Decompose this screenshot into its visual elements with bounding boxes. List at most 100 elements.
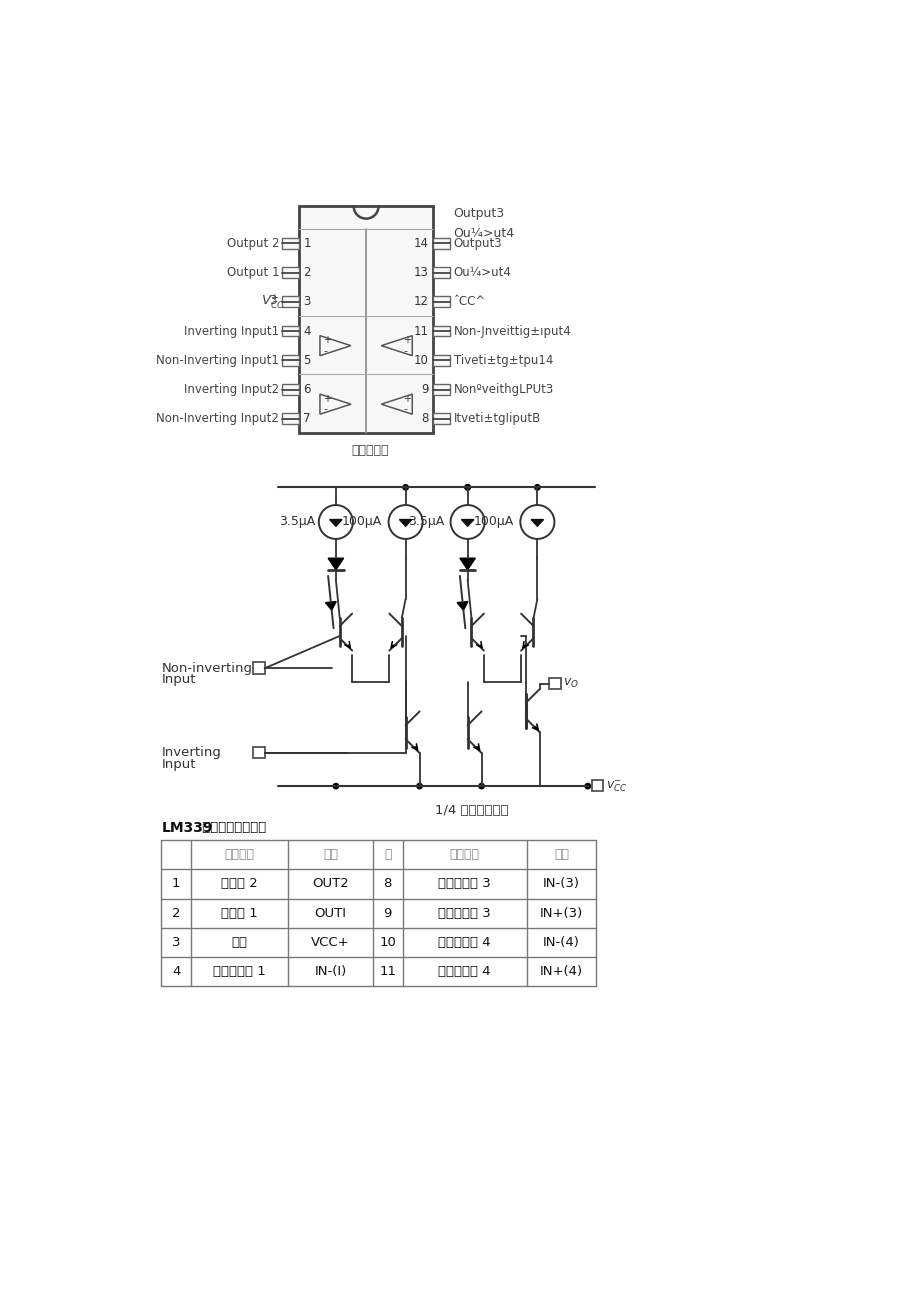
Bar <box>432 326 449 336</box>
Polygon shape <box>329 519 342 526</box>
Text: 8: 8 <box>421 413 428 426</box>
Text: 1: 1 <box>172 878 180 891</box>
Text: Output 2: Output 2 <box>227 237 279 250</box>
Text: 11: 11 <box>414 324 428 337</box>
Text: 符号: 符号 <box>323 848 337 861</box>
Text: Output 1: Output 1 <box>227 266 279 279</box>
Bar <box>432 238 449 249</box>
Text: 3: 3 <box>303 296 311 309</box>
Circle shape <box>479 784 483 789</box>
Text: Non-Jnveittig±ıput4: Non-Jnveittig±ıput4 <box>453 324 571 337</box>
Text: 3: 3 <box>172 936 180 949</box>
Text: 电源: 电源 <box>232 936 247 949</box>
Circle shape <box>333 784 338 789</box>
Text: 12: 12 <box>414 296 428 309</box>
Bar <box>282 267 299 277</box>
Text: ˆCC^: ˆCC^ <box>453 296 485 309</box>
Polygon shape <box>460 559 475 570</box>
Bar <box>282 414 299 424</box>
Bar <box>282 355 299 366</box>
Polygon shape <box>328 559 344 570</box>
Circle shape <box>416 784 422 789</box>
Text: Ou¼>ut4: Ou¼>ut4 <box>453 266 511 279</box>
Text: 13: 13 <box>414 266 428 279</box>
Text: OUT2: OUT2 <box>312 878 348 891</box>
Text: 引脚功能: 引脚功能 <box>449 848 479 861</box>
Bar <box>432 384 449 395</box>
Polygon shape <box>457 602 468 611</box>
Text: Non-Inverting Input2: Non-Inverting Input2 <box>156 413 279 426</box>
Text: NonºveithgLPUt3: NonºveithgLPUt3 <box>453 383 553 396</box>
Bar <box>432 297 449 307</box>
Text: 引: 引 <box>383 848 391 861</box>
Text: 3.5μA: 3.5μA <box>278 516 314 529</box>
Text: 正向输入端 3: 正向输入端 3 <box>437 906 491 919</box>
Text: VCC+: VCC+ <box>311 936 349 949</box>
Text: LM339: LM339 <box>162 820 213 835</box>
Text: -: - <box>403 405 406 414</box>
Text: 2: 2 <box>303 266 311 279</box>
Text: 4: 4 <box>303 324 311 337</box>
Text: 正向输入端 4: 正向输入端 4 <box>437 965 491 978</box>
Circle shape <box>403 484 408 490</box>
Polygon shape <box>325 602 335 611</box>
Text: Inverting Input1: Inverting Input1 <box>184 324 279 337</box>
Bar <box>282 384 299 395</box>
Text: IN-(4): IN-(4) <box>542 936 579 949</box>
Bar <box>432 414 449 424</box>
Text: Inverting: Inverting <box>162 746 221 759</box>
Text: 反向输入端 4: 反向输入端 4 <box>437 936 491 949</box>
Text: 反向输入端 1: 反向输入端 1 <box>213 965 266 978</box>
Bar <box>253 747 265 758</box>
Text: $v_{CC}^{-}$: $v_{CC}^{-}$ <box>605 779 627 794</box>
Text: Inverting Input2: Inverting Input2 <box>184 383 279 396</box>
Text: 9: 9 <box>421 383 428 396</box>
Text: Non-inverting: Non-inverting <box>162 661 252 674</box>
Text: +: + <box>323 393 331 404</box>
Circle shape <box>584 784 590 789</box>
Text: 2: 2 <box>172 906 180 919</box>
Text: 10: 10 <box>414 354 428 367</box>
Text: IN+(4): IN+(4) <box>539 965 583 978</box>
Text: 5: 5 <box>303 354 311 367</box>
Text: 内部结构图: 内部结构图 <box>351 444 389 457</box>
Text: IN-(3): IN-(3) <box>542 878 579 891</box>
Bar <box>299 206 432 434</box>
Bar <box>591 780 603 792</box>
Text: Non-Inverting Input1: Non-Inverting Input1 <box>156 354 279 367</box>
Circle shape <box>464 484 470 490</box>
Text: Input: Input <box>162 673 196 686</box>
Text: 100μA: 100μA <box>342 516 382 529</box>
Bar <box>282 297 299 307</box>
Text: 反向输入端 3: 反向输入端 3 <box>437 878 491 891</box>
Text: +: + <box>403 336 411 345</box>
Text: OUTI: OUTI <box>314 906 346 919</box>
Circle shape <box>464 484 470 490</box>
Text: 引脚功能拓列表：: 引脚功能拓列表： <box>198 822 266 835</box>
Text: 10: 10 <box>379 936 396 949</box>
Text: Tiveti±tg±tpu14: Tiveti±tg±tpu14 <box>453 354 552 367</box>
Text: 引脚功能: 引脚功能 <box>224 848 255 861</box>
Text: 6: 6 <box>303 383 311 396</box>
Text: 1/4 的内部电路图: 1/4 的内部电路图 <box>434 805 508 818</box>
Text: Ou¼>ut4: Ou¼>ut4 <box>453 227 515 240</box>
Text: 8: 8 <box>383 878 391 891</box>
Text: $v_O$: $v_O$ <box>562 677 578 690</box>
Bar <box>282 238 299 249</box>
Text: IN+(3): IN+(3) <box>539 906 583 919</box>
Text: 9: 9 <box>383 906 391 919</box>
Text: 1: 1 <box>303 237 311 250</box>
Circle shape <box>534 484 539 490</box>
Text: Input: Input <box>162 758 196 771</box>
Bar <box>282 326 299 336</box>
Bar <box>549 677 560 689</box>
Text: 4: 4 <box>172 965 180 978</box>
Text: 100μA: 100μA <box>473 516 514 529</box>
Text: 3: 3 <box>269 294 277 307</box>
Text: -: - <box>323 405 326 414</box>
Text: -: - <box>323 346 326 355</box>
Bar <box>432 267 449 277</box>
Text: Output3: Output3 <box>453 237 502 250</box>
Polygon shape <box>399 519 412 526</box>
Bar <box>432 355 449 366</box>
